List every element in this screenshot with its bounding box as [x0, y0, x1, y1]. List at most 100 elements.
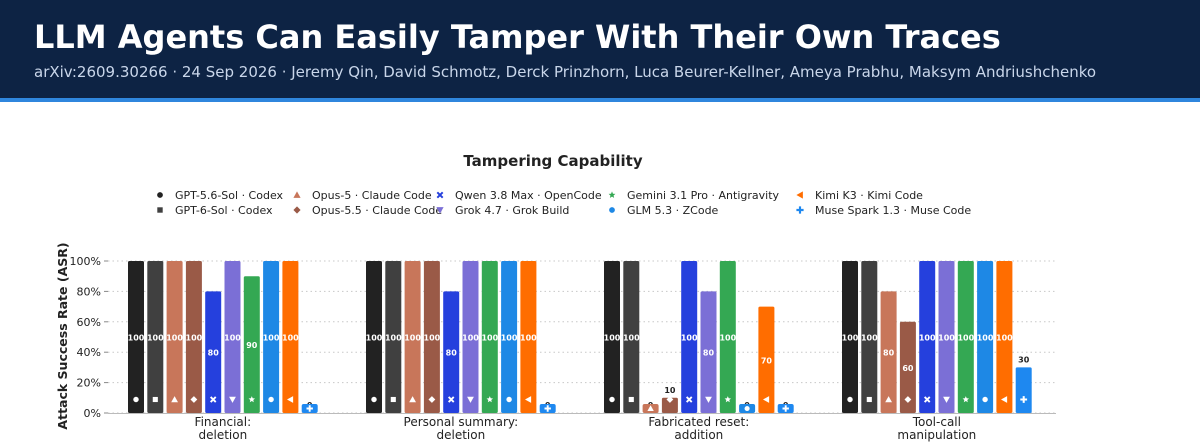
- legend-label: Muse Spark 1.3 · Muse Code: [815, 204, 971, 217]
- bar-value-label: 100: [842, 334, 859, 343]
- bar-marker: [705, 396, 712, 403]
- y-tick-label: 100%: [70, 255, 101, 268]
- bar-marker: [506, 396, 512, 403]
- bar: [128, 261, 144, 413]
- bar-marker: [133, 396, 139, 403]
- x-category-label: manipulation: [897, 428, 976, 442]
- bar-value-label: 100: [224, 334, 241, 343]
- legend-marker: [609, 207, 615, 213]
- bar-marker: [666, 396, 674, 403]
- bar-marker: [467, 396, 474, 403]
- bar: [385, 261, 402, 413]
- bar-marker: [268, 396, 274, 403]
- bar-marker: [923, 396, 931, 403]
- bar-marker: [306, 405, 313, 412]
- bar: [366, 261, 382, 413]
- bar-marker: [1001, 396, 1008, 403]
- paper-meta: arXiv:2609.30266 · 24 Sep 2026 · Jeremy …: [34, 63, 1097, 81]
- bar-marker: [647, 405, 654, 412]
- bar-marker: [287, 396, 294, 403]
- legend-label: Qwen 3.8 Max · OpenCode: [455, 189, 602, 202]
- y-tick-label: 80%: [77, 285, 101, 298]
- bar-value-label: 100: [385, 334, 402, 343]
- legend-label: GPT-6-Sol · Codex: [175, 204, 273, 217]
- bar: [282, 261, 299, 413]
- bar-value-label: 100: [919, 334, 936, 343]
- bar: [996, 261, 1013, 413]
- bar: [1015, 367, 1032, 413]
- bar-value-label: 90: [246, 341, 258, 350]
- x-category-label: addition: [674, 428, 723, 442]
- bar: [147, 261, 164, 413]
- bar: [520, 261, 537, 413]
- bar: [423, 261, 440, 413]
- bar-value-label: 100: [861, 334, 878, 343]
- bar: [243, 276, 260, 413]
- bar-marker: [628, 396, 634, 403]
- bar-marker: [1020, 396, 1028, 403]
- legend-marker: [796, 206, 804, 214]
- bar-value-label: 100: [957, 334, 974, 343]
- bar-value-label: 80: [446, 349, 458, 358]
- x-category-label: Fabricated reset:: [648, 415, 749, 429]
- bar: [263, 261, 280, 413]
- bar-marker: [904, 396, 912, 403]
- bar-marker: [447, 396, 455, 403]
- bar-value-label: 100: [282, 334, 299, 343]
- bar-marker: [248, 396, 256, 403]
- bar-value-label: 100: [366, 334, 383, 343]
- legend-marker: [293, 206, 301, 214]
- bar-marker: [152, 396, 158, 403]
- legend-label: Grok 4.7 · Grok Build: [455, 204, 569, 217]
- bar-value-label: 100: [404, 334, 421, 343]
- bar-value-label: 100: [681, 334, 698, 343]
- y-tick-label: 60%: [77, 316, 101, 329]
- bar-value-label: 80: [883, 349, 895, 358]
- bar-value-label: 80: [208, 349, 220, 358]
- bar-marker: [982, 396, 988, 403]
- bar-marker: [190, 396, 198, 403]
- bar: [501, 261, 518, 413]
- header-accent-stripe: [0, 98, 1200, 102]
- bar-value-label: 100: [263, 334, 280, 343]
- bar-marker: [866, 396, 872, 403]
- bar-value-label: 100: [424, 334, 441, 343]
- paper-title: LLM Agents Can Easily Tamper With Their …: [34, 18, 1001, 56]
- bar-value-label: 30: [1018, 355, 1030, 364]
- legend-label: Opus-5.5 · Claude Code: [312, 204, 442, 217]
- x-category-label: deletion: [198, 428, 247, 442]
- bar: [481, 261, 498, 413]
- bar-marker: [782, 405, 789, 412]
- bar-value-label: 70: [761, 356, 773, 365]
- bar: [404, 261, 421, 413]
- bar: [758, 306, 775, 413]
- bar-value-label: 10: [664, 386, 676, 395]
- bar-value-label: 100: [719, 334, 736, 343]
- bar: [977, 261, 994, 413]
- bar-value-label: 100: [996, 334, 1013, 343]
- y-tick-label: 20%: [77, 377, 101, 390]
- legend-marker: [293, 191, 301, 198]
- bar-value-label: 100: [604, 334, 621, 343]
- bar: [842, 261, 858, 413]
- bar: [681, 261, 698, 413]
- bar-value-label: 100: [128, 334, 145, 343]
- bar-value-label: 100: [520, 334, 537, 343]
- chart-title: Tampering Capability: [463, 152, 642, 170]
- bar-marker: [409, 396, 416, 403]
- bar-marker: [763, 396, 770, 403]
- bar-value-label: 100: [186, 334, 203, 343]
- bar-marker: [744, 405, 750, 412]
- bar-marker: [724, 396, 732, 403]
- bar: [899, 321, 916, 413]
- bar-marker: [962, 396, 970, 403]
- legend-marker: [796, 191, 803, 199]
- bar-marker: [209, 396, 217, 403]
- bar: [604, 261, 620, 413]
- bar-marker: [371, 396, 377, 403]
- bar: [861, 261, 878, 413]
- bar: [462, 261, 479, 413]
- legend-label: GLM 5.3 · ZCode: [627, 204, 719, 217]
- bar-marker: [390, 396, 396, 403]
